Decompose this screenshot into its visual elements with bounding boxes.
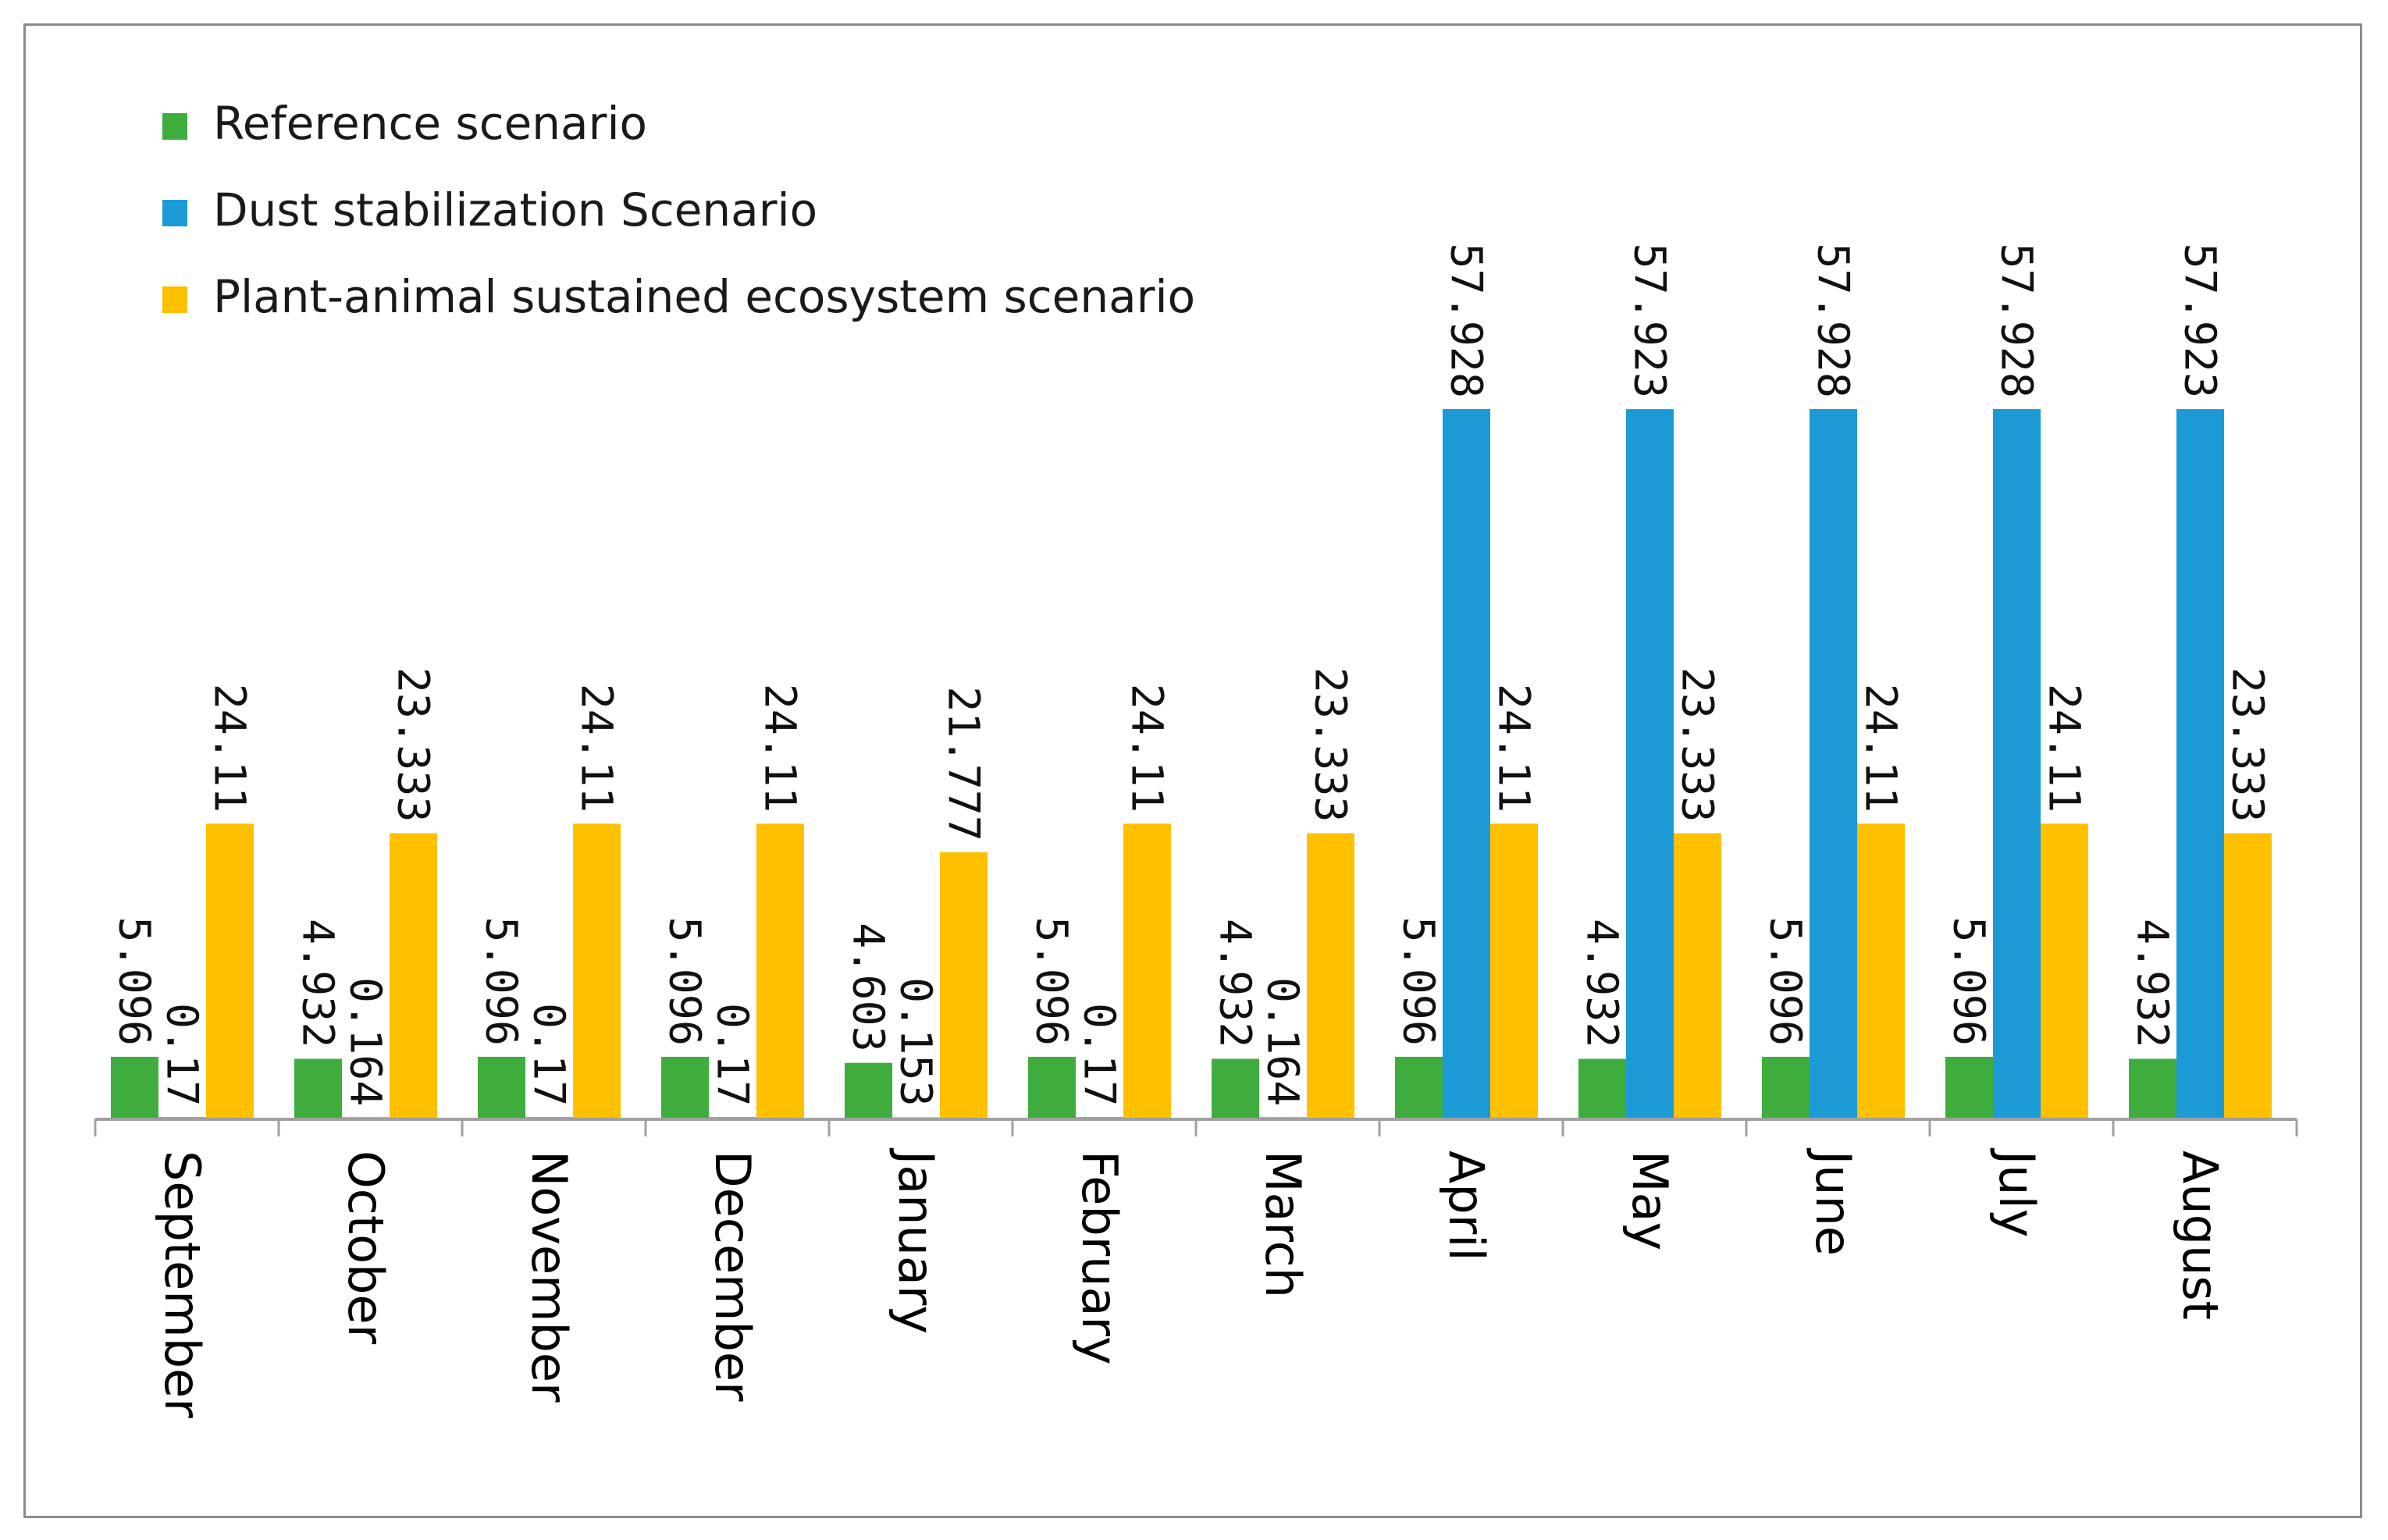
data-label-2-0: 24.11 (205, 684, 255, 813)
category-labels: September October November December January F… (154, 1147, 2229, 1418)
data-label-0-2: 5.096 (477, 916, 527, 1046)
data-label-2-3: 24.11 (756, 684, 806, 813)
data-label-1-0: 0.17 (158, 1003, 208, 1106)
bar-0-8 (1578, 1058, 1626, 1119)
category-label-2: November (521, 1151, 578, 1403)
bar-2-7 (1490, 823, 1538, 1119)
data-label-1-6: 0.164 (1258, 977, 1308, 1107)
data-label-1-7: 57.928 (1442, 243, 1492, 398)
data-label-0-6: 4.932 (1211, 919, 1261, 1048)
data-label-2-9: 24.11 (1856, 684, 1906, 813)
category-label-3: December (704, 1151, 761, 1402)
category-label-10: July (1988, 1147, 2045, 1238)
bar-2-1 (390, 833, 437, 1119)
data-label-2-8: 23.333 (1673, 667, 1723, 823)
bar-1-9 (1810, 409, 1857, 1119)
bar-0-1 (294, 1058, 342, 1119)
category-label-0: September (154, 1151, 211, 1418)
bar-2-11 (2224, 833, 2272, 1119)
data-label-2-6: 23.333 (1306, 667, 1356, 823)
category-label-1: October (337, 1151, 394, 1345)
legend: Reference scenario Dust stabilization Sce… (162, 97, 1195, 323)
data-labels: 5.0960.1724.114.9320.16423.3335.0960.172… (110, 243, 2273, 1106)
data-label-1-9: 57.928 (1809, 243, 1859, 398)
legend-swatch-1 (162, 200, 187, 226)
chart-frame: Reference scenario Dust stabilization Sce… (23, 23, 2362, 1518)
bar-2-10 (2041, 823, 2088, 1119)
bar-1-7 (1443, 409, 1490, 1119)
category-label-8: May (1621, 1151, 1678, 1250)
bar-0-7 (1395, 1056, 1443, 1119)
data-label-0-9: 5.096 (1761, 916, 1811, 1046)
data-label-0-1: 4.932 (294, 919, 343, 1048)
bar-2-3 (756, 823, 804, 1119)
data-label-2-2: 24.11 (572, 684, 622, 813)
data-label-0-8: 4.932 (1578, 919, 1628, 1048)
data-label-1-5: 0.17 (1075, 1003, 1125, 1106)
bar-2-2 (573, 823, 621, 1119)
bar-1-11 (2176, 409, 2224, 1119)
bar-2-0 (206, 823, 254, 1119)
bar-2-8 (1674, 833, 1721, 1119)
data-label-2-1: 23.333 (389, 667, 439, 823)
data-label-1-1: 0.164 (341, 977, 391, 1107)
bar-0-4 (845, 1062, 892, 1119)
data-label-1-8: 57.923 (1625, 243, 1675, 398)
data-label-1-11: 57.923 (2176, 243, 2226, 398)
category-label-6: March (1255, 1151, 1311, 1298)
bar-0-9 (1762, 1056, 1810, 1119)
data-label-0-4: 4.603 (844, 923, 894, 1052)
data-label-0-5: 5.096 (1027, 916, 1077, 1046)
bar-chart: Reference scenario Dust stabilization Sce… (94, 97, 2298, 1418)
data-label-2-5: 24.11 (1123, 684, 1173, 813)
bar-0-0 (111, 1056, 158, 1119)
data-label-2-7: 24.11 (1489, 684, 1539, 813)
data-label-2-11: 23.333 (2223, 667, 2273, 823)
data-label-1-2: 0.17 (525, 1003, 575, 1106)
legend-swatch-0 (162, 113, 187, 140)
bar-1-10 (1993, 409, 2041, 1119)
category-label-9: June (1805, 1147, 1862, 1256)
data-label-0-10: 5.096 (1945, 916, 1995, 1046)
category-label-11: August (2172, 1151, 2229, 1320)
data-label-1-10: 57.928 (1992, 243, 2042, 398)
bar-0-10 (1945, 1056, 1993, 1119)
category-label-4: January (888, 1147, 945, 1334)
legend-label-0: Reference scenario (213, 97, 647, 150)
legend-swatch-2 (162, 286, 187, 313)
legend-label-1: Dust stabilization Scenario (213, 183, 817, 237)
bar-2-5 (1123, 823, 1171, 1119)
bar-0-2 (478, 1056, 525, 1119)
data-label-0-0: 5.096 (110, 916, 160, 1046)
x-axis (94, 1118, 2298, 1136)
category-label-7: April (1438, 1151, 1495, 1261)
data-label-1-4: 0.153 (891, 977, 941, 1107)
data-label-0-7: 5.096 (1394, 916, 1444, 1046)
bar-2-6 (1307, 833, 1354, 1119)
data-label-2-4: 21.777 (939, 686, 989, 841)
bars (111, 409, 2272, 1119)
bar-2-9 (1857, 823, 1905, 1119)
data-label-0-11: 4.932 (2128, 919, 2178, 1048)
bar-0-6 (1212, 1058, 1259, 1119)
legend-label-2: Plant-animal sustained ecosystem scenari… (213, 270, 1195, 323)
data-label-0-3: 5.096 (660, 916, 710, 1046)
bar-0-11 (2129, 1058, 2176, 1119)
bar-0-5 (1028, 1056, 1076, 1119)
data-label-1-3: 0.17 (708, 1003, 758, 1106)
bar-0-3 (661, 1056, 709, 1119)
bar-2-4 (940, 852, 988, 1119)
category-label-5: February (1071, 1151, 1128, 1365)
bar-1-8 (1626, 409, 1674, 1119)
data-label-2-10: 24.11 (2040, 684, 2090, 813)
